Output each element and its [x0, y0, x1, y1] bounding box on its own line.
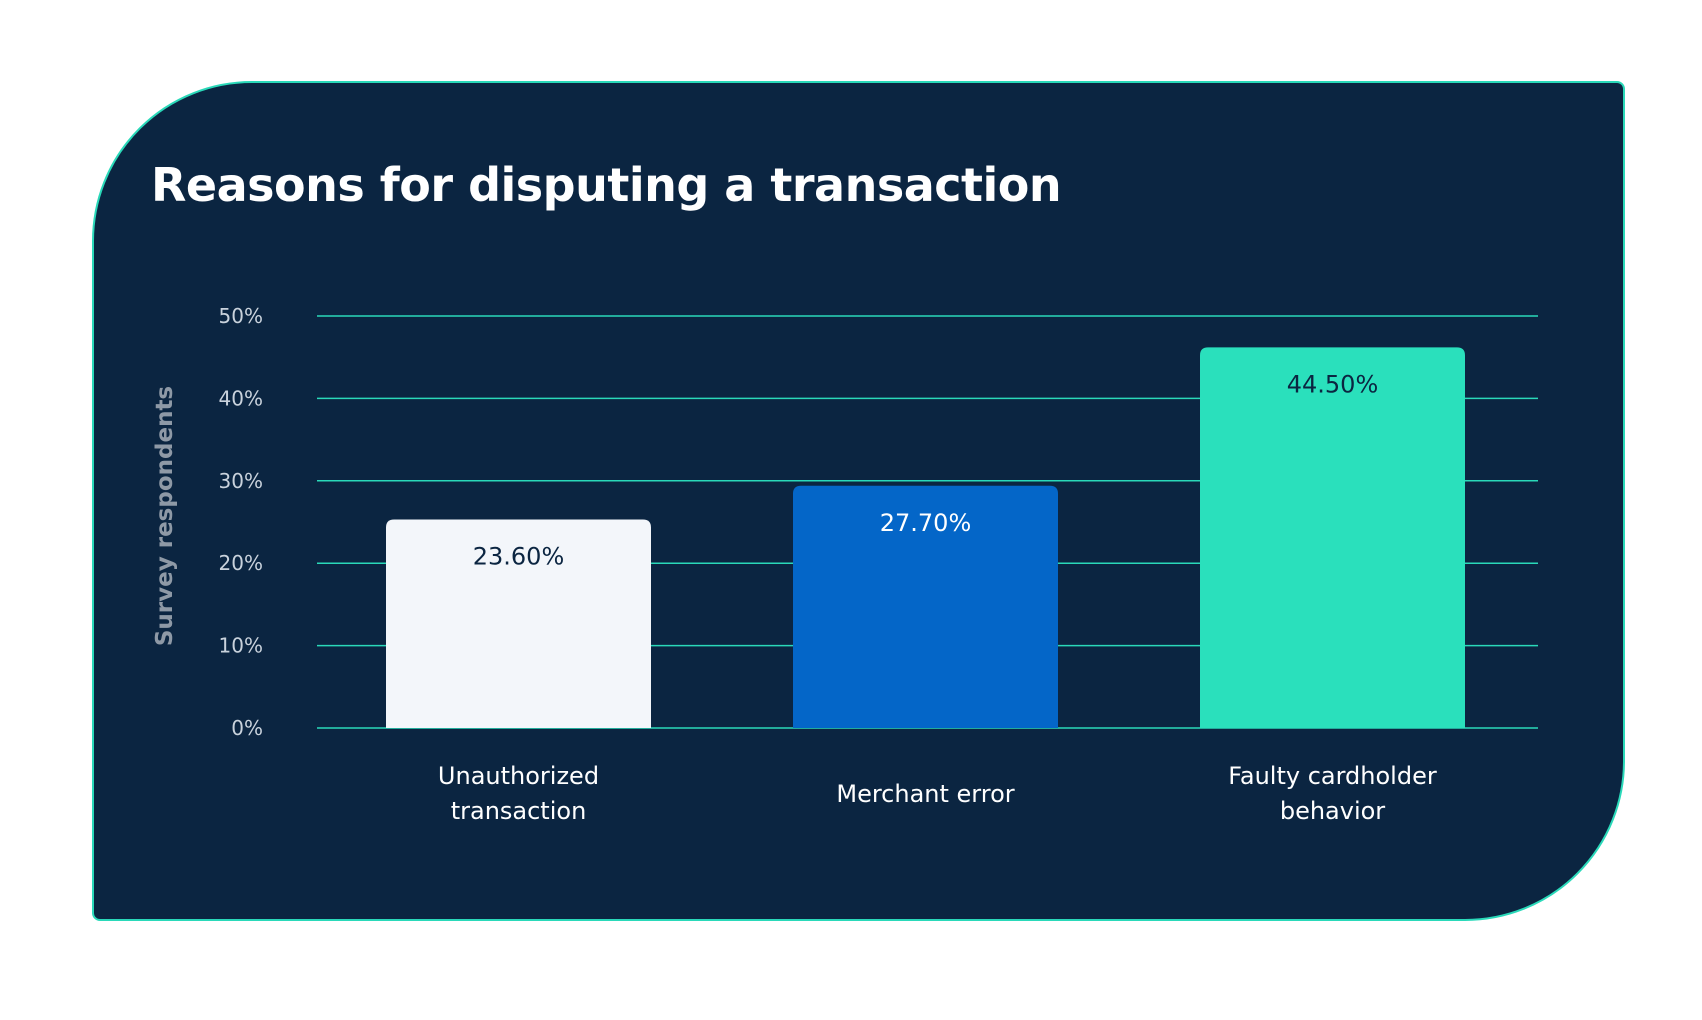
data-label: 44.50%: [1287, 370, 1379, 398]
y-tick-label: 30%: [219, 469, 263, 493]
y-tick-label: 50%: [219, 304, 263, 328]
bars: [386, 347, 1465, 728]
x-tick-label: Merchant error: [836, 780, 1014, 808]
bar: [386, 519, 651, 728]
y-tick-label: 0%: [231, 716, 263, 740]
y-tick-label: 20%: [219, 551, 263, 575]
x-tick-label: Unauthorized: [438, 762, 599, 790]
x-axis-ticks: Unauthorized transaction Merchant error Fau…: [438, 762, 1437, 825]
x-tick-label: transaction: [451, 797, 587, 825]
bar: [1200, 347, 1465, 728]
data-label: 27.70%: [880, 509, 972, 537]
y-tick-label: 40%: [219, 386, 263, 410]
y-axis-label: Survey respondents: [152, 386, 178, 646]
y-axis-ticks: 0% 10% 20% 30% 40% 50%: [219, 304, 263, 740]
y-tick-label: 10%: [219, 634, 263, 658]
data-labels: 23.60% 27.70% 44.50%: [473, 370, 1379, 570]
bar: [793, 485, 1058, 728]
data-label: 23.60%: [473, 543, 565, 571]
x-tick-label: behavior: [1280, 797, 1385, 825]
x-tick-label: Faulty cardholder: [1228, 762, 1437, 790]
chart-title: Reasons for disputing a transaction: [151, 158, 1062, 212]
